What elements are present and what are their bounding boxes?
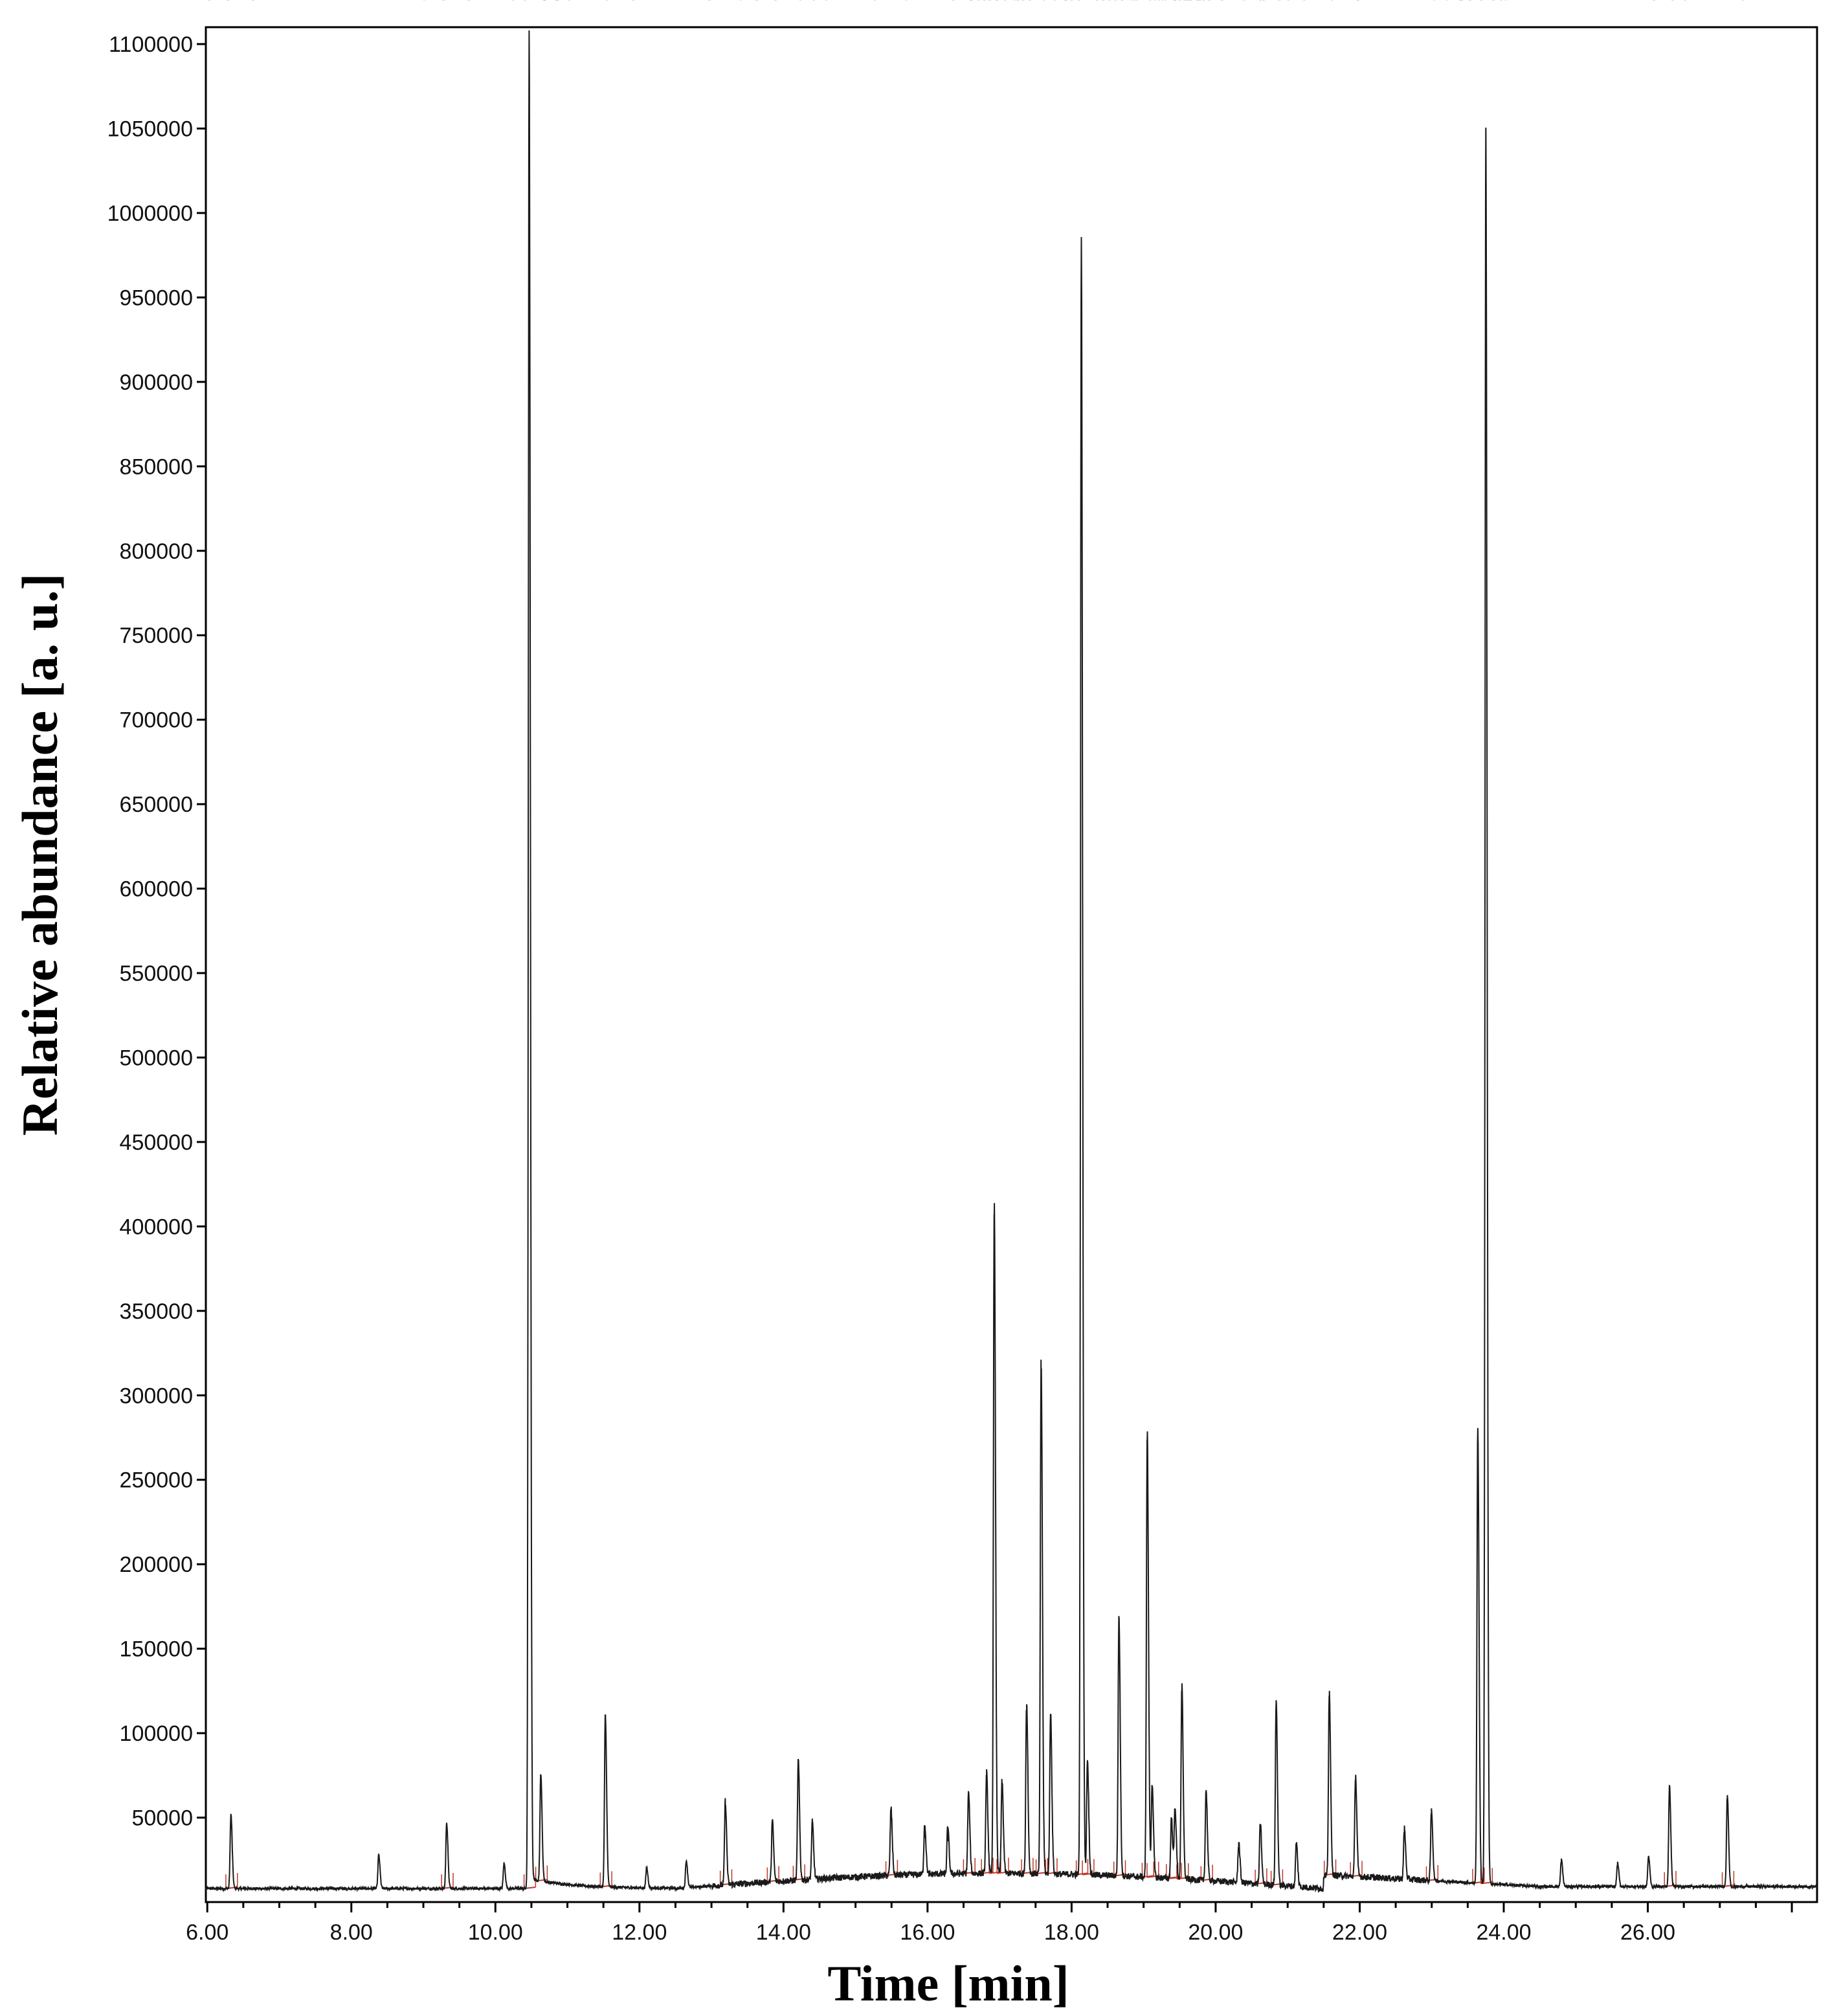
x-axis-title: Time [min] bbox=[827, 1955, 1069, 2011]
x-tick-label: 6.00 bbox=[186, 1920, 229, 1945]
y-axis-title: Relative abundance [a. u.] bbox=[12, 574, 68, 1136]
x-tick-label: 16.00 bbox=[900, 1920, 955, 1945]
peak-label: 18.135 bbox=[1047, 0, 1116, 5]
chromatogram-trace bbox=[205, 30, 1818, 1894]
peak-label: 20.840 bbox=[1242, 0, 1311, 5]
baseline-marker bbox=[1021, 1857, 1034, 1874]
peak-label: 17.577 bbox=[1007, 0, 1076, 5]
baseline-marker bbox=[599, 1871, 612, 1887]
y-tick-label: 500000 bbox=[120, 1046, 193, 1070]
baseline-marker bbox=[441, 1873, 454, 1889]
peak-label: 6.328 bbox=[203, 0, 260, 5]
peak-label: 15.492 bbox=[856, 0, 926, 5]
y-tick-label: 800000 bbox=[120, 539, 193, 564]
baseline-marker bbox=[1035, 1858, 1049, 1874]
peak-label: 23.639 bbox=[1443, 0, 1512, 5]
baseline-marker bbox=[1664, 1870, 1677, 1887]
peak-label: 16.819 bbox=[952, 0, 1021, 5]
baseline-marker bbox=[1082, 1859, 1095, 1875]
x-tick-label: 20.00 bbox=[1188, 1920, 1243, 1945]
y-tick-label: 300000 bbox=[120, 1383, 193, 1408]
peak-label: 19.531 bbox=[1147, 0, 1216, 5]
peak-label: 22.996 bbox=[1397, 0, 1466, 5]
y-tick-label: 150000 bbox=[120, 1637, 193, 1662]
peak-label: 18.657 bbox=[1084, 0, 1154, 5]
y-tick-label: 550000 bbox=[120, 961, 193, 986]
x-tick-label: 14.00 bbox=[756, 1920, 811, 1945]
y-tick-label: 700000 bbox=[120, 708, 193, 733]
peak-label: 27.104 bbox=[1693, 0, 1762, 5]
peak-label: 16.926 bbox=[959, 0, 1029, 5]
baseline-marker bbox=[1350, 1861, 1363, 1877]
x-tick-label: 10.00 bbox=[468, 1920, 523, 1945]
peak-label: 21.942 bbox=[1321, 0, 1390, 5]
peak-label: 19.386 bbox=[1137, 0, 1206, 5]
y-tick-label: 1050000 bbox=[107, 117, 193, 142]
y-axis-ticks: 50000 100000 150000 200000 250000 300000 35000… bbox=[107, 32, 206, 1831]
baseline-marker bbox=[792, 1864, 805, 1880]
x-tick-label: 24.00 bbox=[1476, 1920, 1531, 1945]
y-tick-label: 900000 bbox=[120, 370, 193, 395]
x-tick-label: 8.00 bbox=[330, 1920, 373, 1945]
peak-label: 26.301 bbox=[1635, 0, 1704, 5]
y-tick-label: 50000 bbox=[131, 1806, 193, 1831]
peak-label: 9.323 bbox=[418, 0, 475, 5]
peak-label: 19.436 bbox=[1141, 0, 1210, 5]
x-tick-label: 12.00 bbox=[612, 1920, 667, 1945]
y-tick-label: 750000 bbox=[120, 623, 193, 648]
baseline-marker bbox=[1472, 1867, 1485, 1883]
y-tick-label: 100000 bbox=[120, 1721, 193, 1746]
peak-label: 19.118 bbox=[1119, 0, 1186, 5]
x-tick-label: 26.00 bbox=[1620, 1920, 1675, 1945]
y-tick-label: 600000 bbox=[120, 877, 193, 902]
y-tick-label: 200000 bbox=[120, 1552, 193, 1577]
baseline-marker bbox=[719, 1869, 733, 1885]
peak-labels: 6.328 9.323 10.46810.63011.526 13.19213.845… bbox=[203, 0, 1762, 5]
peak-label: 19.050 bbox=[1113, 0, 1182, 5]
peak-label: 14.205 bbox=[764, 0, 833, 5]
baseline-marker bbox=[1141, 1861, 1154, 1877]
plot-frame bbox=[205, 26, 1818, 1903]
peak-label: 11.526 bbox=[572, 0, 639, 5]
y-tick-label: 250000 bbox=[120, 1468, 193, 1493]
peak-label: 20.620 bbox=[1225, 0, 1295, 5]
peak-label: 16.569 bbox=[934, 0, 1003, 5]
baseline-marker bbox=[535, 1865, 548, 1881]
baseline-marker bbox=[225, 1873, 238, 1889]
y-tick-label: 1100000 bbox=[109, 32, 193, 57]
peak-label: 13.845 bbox=[738, 0, 807, 5]
y-tick-label: 400000 bbox=[120, 1215, 193, 1239]
baseline-marker bbox=[1113, 1860, 1126, 1876]
y-tick-label: 950000 bbox=[120, 286, 193, 310]
y-tick-label: 650000 bbox=[120, 792, 193, 817]
x-tick-label: 22.00 bbox=[1332, 1920, 1387, 1945]
peak-label: 18.220 bbox=[1053, 0, 1122, 5]
y-tick-label: 850000 bbox=[120, 454, 193, 479]
peak-label: 17.375 bbox=[992, 0, 1061, 5]
baseline-marker bbox=[1323, 1859, 1337, 1876]
peak-label: 21.578 bbox=[1295, 0, 1364, 5]
baseline-marker bbox=[1721, 1870, 1735, 1887]
baseline-segment bbox=[989, 1871, 1001, 1874]
peak-label: 19.867 bbox=[1172, 0, 1241, 5]
peak-label: 13.192 bbox=[691, 0, 760, 5]
x-tick-label: 18.00 bbox=[1044, 1920, 1099, 1945]
baseline-marker bbox=[996, 1857, 1009, 1874]
peak-label: 17.034 bbox=[967, 0, 1036, 5]
peak-label: 17.708 bbox=[1016, 0, 1085, 5]
y-tick-label: 350000 bbox=[120, 1299, 193, 1324]
y-tick-label: 1000000 bbox=[107, 201, 193, 226]
baseline-marker bbox=[1146, 1861, 1159, 1877]
x-axis-ticks: 6.00 8.00 10.00 12.00 14.00 16.00 18.00 20.00 22… bbox=[186, 1902, 1793, 1945]
baseline-marker bbox=[981, 1857, 994, 1874]
baseline-marker bbox=[1166, 1863, 1179, 1879]
baseline-marker bbox=[766, 1866, 779, 1882]
baseline-marker bbox=[1425, 1865, 1439, 1881]
peak-label: 10.468 bbox=[495, 0, 564, 5]
y-tick-label: 450000 bbox=[120, 1130, 193, 1155]
peak-label: 23.751 bbox=[1451, 0, 1521, 5]
peak-label: 10.630 bbox=[506, 0, 575, 5]
